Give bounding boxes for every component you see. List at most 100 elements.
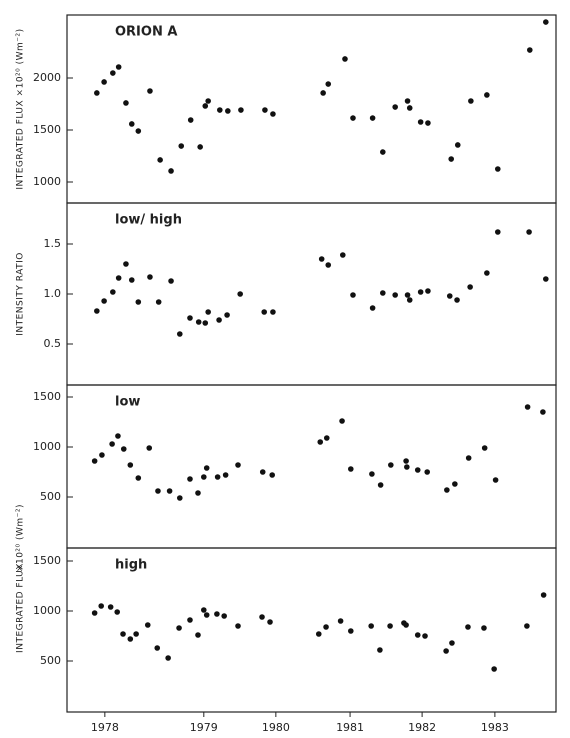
- data-point: [524, 404, 531, 410]
- data-point: [270, 111, 276, 117]
- data-point: [120, 446, 127, 452]
- data-point: [424, 469, 431, 475]
- y-tick-label: 1000: [33, 175, 61, 188]
- data-point: [339, 252, 346, 258]
- data-point: [115, 433, 121, 439]
- data-point: [201, 607, 207, 613]
- data-point: [168, 278, 174, 284]
- data-point: [454, 142, 461, 148]
- panel-frame: [66, 202, 557, 386]
- data-point: [347, 466, 354, 472]
- data-point: [128, 277, 135, 283]
- x-tick-label: 1981: [336, 721, 364, 734]
- data-point: [155, 488, 161, 494]
- data-point: [91, 610, 98, 616]
- data-point: [443, 648, 449, 654]
- data-point: [168, 168, 174, 174]
- data-point: [392, 104, 398, 110]
- data-point: [101, 79, 107, 85]
- panel-title: low/ high: [115, 213, 182, 228]
- y-tick-label: 1500: [33, 554, 61, 567]
- y-tick-label: 1500: [33, 123, 61, 136]
- data-point: [369, 305, 376, 311]
- data-point: [465, 624, 471, 630]
- data-point: [404, 464, 410, 470]
- data-point: [468, 98, 474, 104]
- data-point: [325, 262, 332, 268]
- data-point: [325, 81, 332, 87]
- y-tick-label: 1000: [33, 440, 61, 453]
- data-point: [127, 462, 134, 468]
- data-point: [259, 469, 266, 475]
- data-point: [404, 98, 411, 104]
- data-point: [444, 487, 450, 493]
- panel-title: low: [115, 395, 140, 410]
- data-point: [417, 289, 424, 295]
- data-point: [481, 445, 488, 451]
- data-point: [449, 640, 455, 646]
- data-point: [347, 628, 354, 634]
- y-tick-label: 1000: [33, 604, 61, 617]
- data-point: [491, 666, 497, 672]
- data-point: [235, 623, 241, 629]
- data-point: [342, 56, 348, 62]
- data-point: [350, 292, 356, 298]
- data-point: [454, 297, 460, 303]
- data-point: [205, 309, 211, 315]
- data-point: [484, 92, 490, 98]
- data-point: [377, 482, 384, 488]
- data-point: [135, 475, 142, 481]
- data-point: [262, 107, 268, 113]
- data-point: [337, 618, 344, 624]
- data-point: [417, 119, 424, 125]
- data-point: [323, 435, 330, 441]
- data-point: [128, 121, 135, 127]
- data-point: [110, 289, 116, 295]
- data-point: [484, 270, 490, 276]
- data-point: [269, 472, 276, 478]
- data-point: [217, 107, 223, 113]
- data-point: [101, 298, 107, 304]
- data-point: [452, 481, 458, 487]
- data-point: [270, 309, 276, 315]
- y-tick-label: 500: [40, 490, 61, 503]
- data-point: [237, 291, 243, 297]
- data-point: [147, 274, 153, 280]
- data-point: [91, 458, 98, 464]
- data-point: [99, 452, 105, 458]
- y-axis-label: INTEGRATED FLUX ×10²⁰ (Wm⁻²): [16, 28, 26, 189]
- data-point: [195, 319, 202, 325]
- data-point: [202, 103, 209, 109]
- data-point: [201, 474, 207, 480]
- data-point: [224, 312, 230, 318]
- data-point: [187, 315, 193, 321]
- data-point: [197, 144, 203, 150]
- data-point: [133, 631, 139, 637]
- y-tick-label: 2000: [33, 71, 61, 84]
- data-point: [176, 495, 183, 501]
- data-point: [222, 472, 229, 478]
- data-point: [195, 632, 201, 638]
- data-point: [147, 88, 153, 94]
- data-point: [176, 625, 182, 631]
- data-point: [123, 261, 129, 267]
- data-point: [380, 149, 386, 155]
- data-point: [261, 309, 268, 315]
- data-point: [238, 107, 244, 113]
- data-point: [203, 612, 210, 618]
- data-point: [154, 645, 161, 651]
- data-point: [267, 619, 273, 625]
- data-point: [323, 624, 329, 630]
- data-point: [176, 331, 183, 337]
- data-point: [543, 19, 549, 25]
- data-point: [350, 115, 356, 121]
- data-point: [403, 622, 409, 628]
- data-point: [318, 256, 325, 262]
- data-point: [388, 462, 394, 468]
- y-tick-label: 1500: [33, 390, 61, 403]
- data-point: [494, 166, 501, 172]
- data-point: [320, 90, 326, 96]
- data-point: [225, 108, 231, 114]
- data-point: [425, 288, 431, 294]
